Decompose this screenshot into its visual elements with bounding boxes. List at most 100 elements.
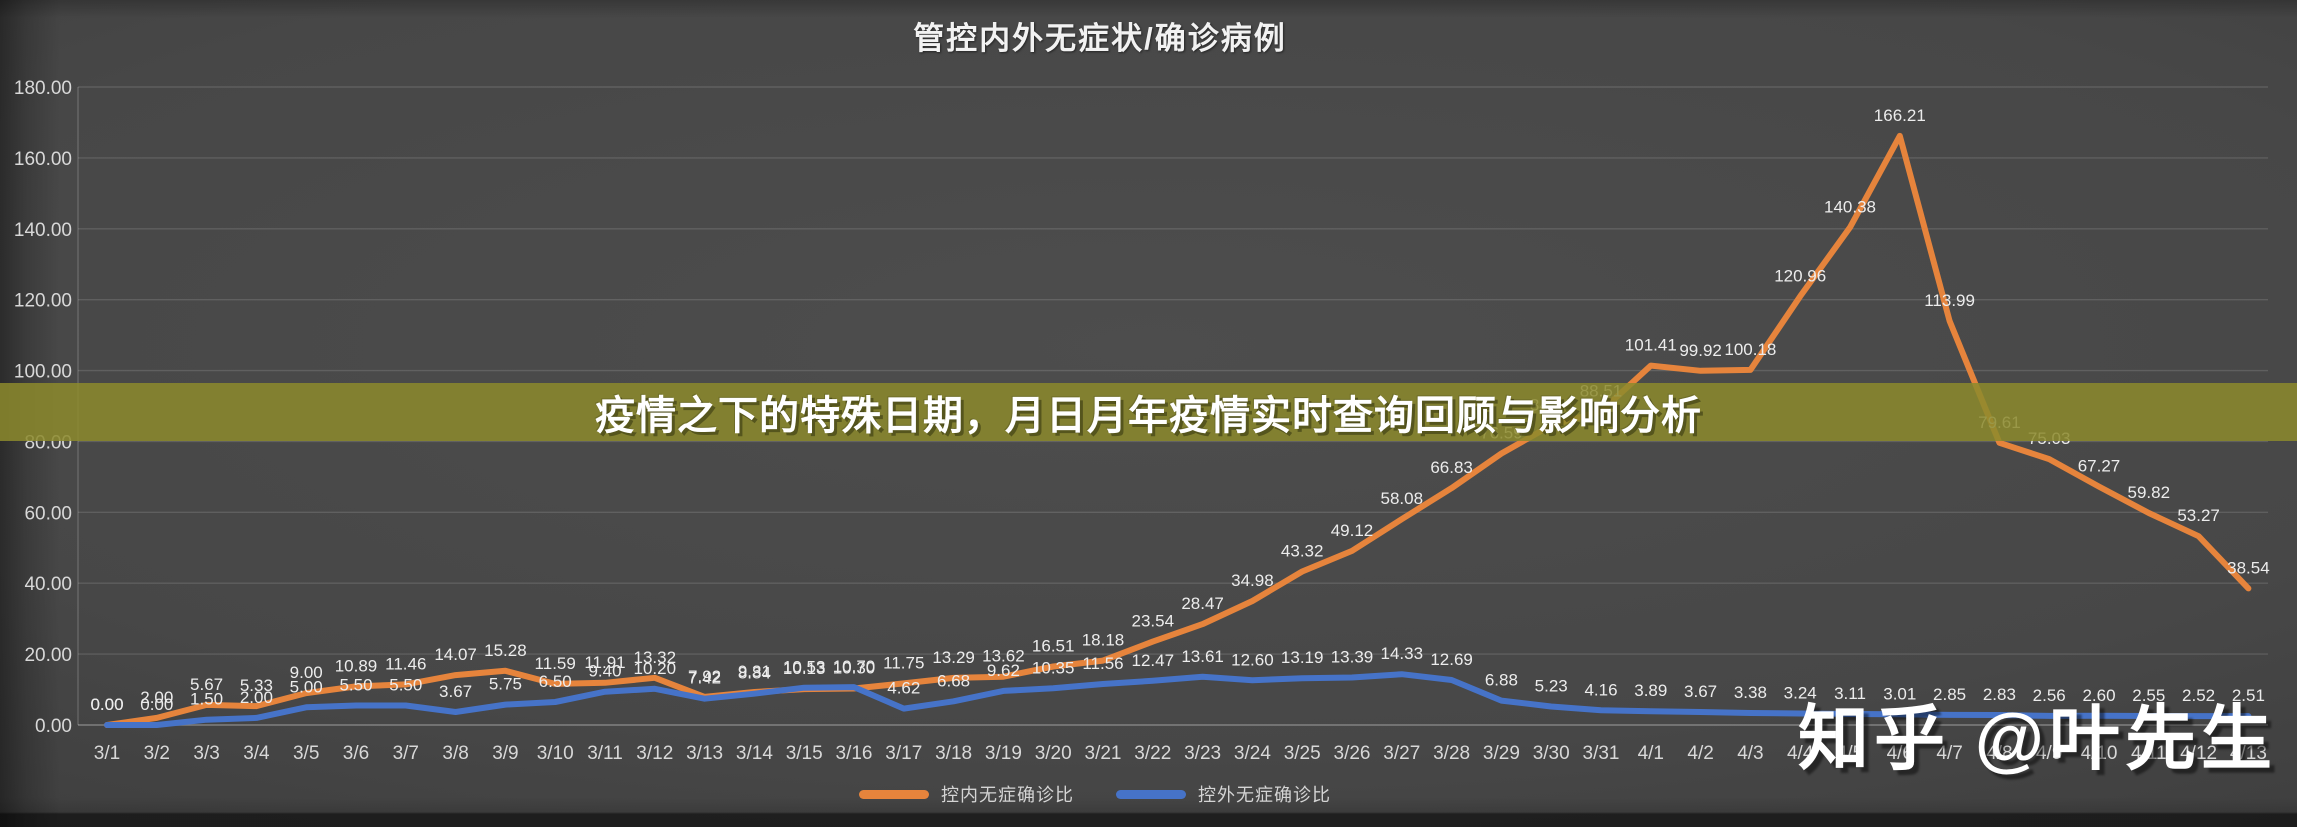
data-label: 10.53 xyxy=(783,658,826,677)
legend-swatch-blue-icon xyxy=(1116,789,1186,799)
x-axis-label: 4/7 xyxy=(1936,743,1962,764)
y-axis-label: 20.00 xyxy=(24,645,72,666)
data-label: 13.19 xyxy=(1281,648,1324,667)
x-axis-label: 4/10 xyxy=(2081,743,2118,764)
x-axis-label: 3/8 xyxy=(442,743,468,764)
data-label: 2.51 xyxy=(2232,686,2265,705)
data-label: 34.98 xyxy=(1231,571,1274,590)
data-label: 14.33 xyxy=(1381,644,1424,663)
series-line-outside-control xyxy=(104,671,2252,728)
data-label: 100.18 xyxy=(1724,340,1776,359)
x-axis-label: 3/25 xyxy=(1284,743,1321,764)
data-label: 11.59 xyxy=(535,654,576,673)
data-label: 59.82 xyxy=(2128,483,2171,502)
data-label: 5.50 xyxy=(339,676,372,695)
legend-label-outside-control: 控外无症确诊比 xyxy=(1198,785,1331,805)
data-label: 67.27 xyxy=(2078,457,2121,476)
data-label: 0.00 xyxy=(90,695,123,714)
data-label: 43.32 xyxy=(1281,541,1324,560)
data-label: 10.70 xyxy=(833,657,876,676)
data-label: 4.16 xyxy=(1584,680,1617,699)
chart-title: 管控内外无症状/确诊病例 xyxy=(913,21,1287,56)
x-axis-label: 4/13 xyxy=(2230,743,2267,764)
data-label: 28.47 xyxy=(1181,594,1224,613)
x-axis-label: 3/31 xyxy=(1583,743,1620,764)
watermark-text: 知乎 @叶先生 xyxy=(1798,700,2277,779)
data-label: 13.32 xyxy=(634,648,677,667)
data-label: 11.56 xyxy=(1082,654,1123,673)
x-axis-label: 4/5 xyxy=(1837,743,1863,764)
x-axis-label: 4/11 xyxy=(2131,743,2167,764)
data-label: 2.52 xyxy=(2182,686,2215,705)
data-label: 2.60 xyxy=(2082,686,2115,705)
x-axis-label: 3/14 xyxy=(736,743,773,764)
x-axis-label: 4/6 xyxy=(1887,743,1913,764)
data-label: 3.38 xyxy=(1734,683,1767,702)
x-axis-label: 3/7 xyxy=(393,743,419,764)
data-label: 0.00 xyxy=(90,695,123,714)
data-label: 11.46 xyxy=(385,654,426,673)
x-axis-label: 3/29 xyxy=(1483,743,1520,764)
x-axis-label: 3/28 xyxy=(1433,743,1470,764)
data-label: 3.89 xyxy=(1634,681,1667,700)
x-axis-label: 3/10 xyxy=(537,743,574,764)
data-label: 18.18 xyxy=(1082,631,1125,650)
x-axis-label: 3/20 xyxy=(1035,743,1072,764)
data-label: 5.23 xyxy=(1535,676,1568,695)
data-label: 58.08 xyxy=(1381,489,1424,508)
data-label: 5.00 xyxy=(290,677,323,696)
y-axis-label: 180.00 xyxy=(14,78,72,99)
data-label: 12.60 xyxy=(1231,650,1274,669)
data-label: 10.30 xyxy=(833,658,876,677)
x-axis-label: 3/2 xyxy=(144,743,170,764)
data-label: 5.33 xyxy=(240,676,273,695)
headline-banner: 疫情之下的特殊日期，月日月年疫情实时查询回顾与影响分析 xyxy=(0,383,2297,441)
data-label: 13.29 xyxy=(932,648,975,667)
data-label: 101.41 xyxy=(1625,336,1677,355)
data-label: 2.00 xyxy=(140,688,173,707)
data-label: 8.84 xyxy=(738,664,771,683)
y-axis-label: 160.00 xyxy=(14,149,72,170)
data-label: 49.12 xyxy=(1331,521,1374,540)
data-label: 13.62 xyxy=(982,647,1025,666)
data-label: 7.42 xyxy=(688,669,721,688)
x-axis-label: 4/9 xyxy=(2036,743,2062,764)
data-label: 3.67 xyxy=(439,682,472,701)
x-axis-label: 3/15 xyxy=(786,743,823,764)
x-axis-label: 3/21 xyxy=(1085,743,1122,764)
x-axis-label: 4/12 xyxy=(2180,743,2217,764)
x-axis-label: 3/17 xyxy=(885,743,922,764)
x-axis-label: 3/27 xyxy=(1383,743,1420,764)
data-label: 13.61 xyxy=(1181,647,1224,666)
data-label: 140.38 xyxy=(1824,197,1876,216)
x-axis-label: 3/26 xyxy=(1334,743,1371,764)
data-label: 113.99 xyxy=(1924,291,1975,310)
data-label: 10.20 xyxy=(634,659,677,678)
data-label: 7.92 xyxy=(688,667,721,686)
data-label: 3.11 xyxy=(1834,684,1866,703)
x-axis-label: 3/18 xyxy=(935,743,972,764)
y-axis-label: 120.00 xyxy=(14,291,72,312)
x-axis-label: 3/6 xyxy=(343,743,369,764)
x-axis-label: 3/13 xyxy=(686,743,723,764)
legend-item-inside-control: 控内无症确诊比 xyxy=(859,781,1074,807)
data-label: 9.31 xyxy=(738,662,771,681)
x-axis-label: 3/23 xyxy=(1184,743,1221,764)
data-label: 4.62 xyxy=(887,679,920,698)
x-axis-label: 3/30 xyxy=(1533,743,1570,764)
data-label: 12.47 xyxy=(1132,651,1175,670)
y-axis-label: 100.00 xyxy=(14,362,72,383)
x-axis-label: 3/4 xyxy=(243,743,270,764)
data-label: 23.54 xyxy=(1132,612,1175,631)
x-axis-label: 3/5 xyxy=(293,743,319,764)
data-label: 99.92 xyxy=(1679,341,1722,360)
data-label: 6.50 xyxy=(539,672,572,691)
data-label: 53.27 xyxy=(2177,506,2220,525)
legend-item-outside-control: 控外无症确诊比 xyxy=(1116,781,1331,807)
chart-legend: 控内无症确诊比 控外无症确诊比 xyxy=(859,781,1331,807)
x-axis-label: 3/24 xyxy=(1234,743,1271,764)
legend-swatch-orange-icon xyxy=(859,789,929,799)
y-axis-label: 40.00 xyxy=(24,574,72,595)
x-axis-label: 3/1 xyxy=(94,743,120,764)
